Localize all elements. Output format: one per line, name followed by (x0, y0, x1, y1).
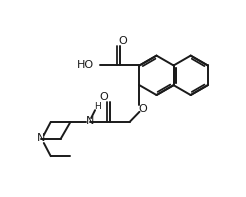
Text: H: H (94, 102, 100, 111)
Text: O: O (138, 104, 147, 114)
Text: N: N (37, 133, 45, 143)
Text: N: N (86, 116, 94, 126)
Text: O: O (118, 36, 127, 46)
Text: HO: HO (77, 60, 94, 71)
Text: O: O (100, 92, 108, 102)
